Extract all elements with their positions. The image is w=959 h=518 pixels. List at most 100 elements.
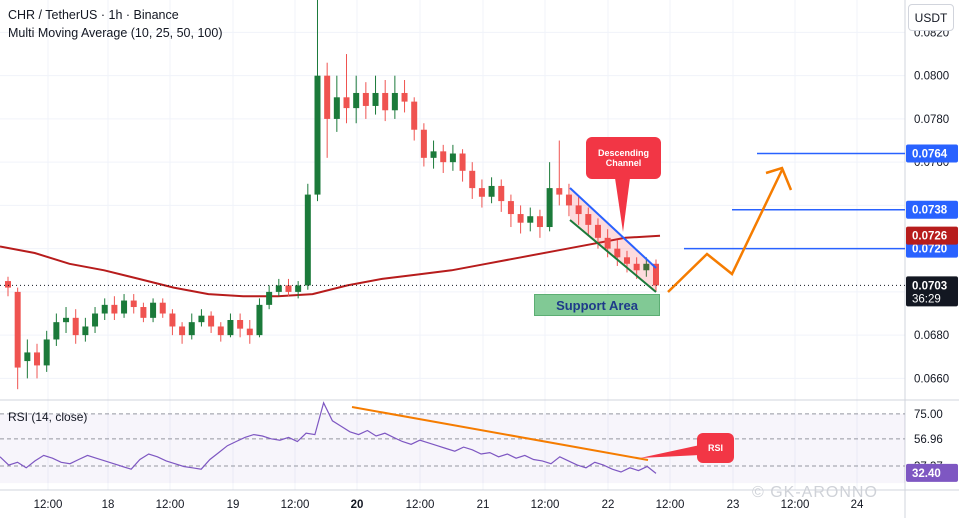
rsi-callout-pointer xyxy=(640,445,700,458)
candles-layer xyxy=(5,0,659,390)
last-price-text: 0.0703 xyxy=(912,280,947,292)
time-tick-label: 12:00 xyxy=(156,499,185,511)
candle-body xyxy=(34,352,41,366)
time-tick-label: 20 xyxy=(351,499,364,511)
candle-body xyxy=(449,153,456,163)
candle-body xyxy=(575,205,582,215)
currency-label: USDT xyxy=(914,10,948,25)
watermark: © GK-ARONNO xyxy=(752,484,878,501)
drawing-layer xyxy=(0,152,905,293)
time-tick-label: 12:00 xyxy=(781,499,810,511)
candle-body xyxy=(285,285,292,292)
symbol-legend[interactable]: CHR / TetherUS · 1h · Binance xyxy=(8,8,179,22)
last-price-badge xyxy=(906,276,958,307)
moving-average-line xyxy=(0,234,661,298)
candle-body xyxy=(459,153,466,171)
candle-body xyxy=(362,92,369,106)
candle-body xyxy=(227,320,234,336)
candle-body xyxy=(633,263,640,271)
candle-body xyxy=(92,313,99,327)
countdown-text: 36:29 xyxy=(912,293,941,305)
time-tick-label: 12:00 xyxy=(406,499,435,511)
candle-body xyxy=(585,214,592,225)
projection-arrowhead xyxy=(765,166,793,191)
level-price-badge xyxy=(906,200,958,219)
candle-body xyxy=(469,170,476,189)
price-tick-label: 0.0680 xyxy=(914,330,949,342)
candle-body xyxy=(179,326,186,336)
candle-body xyxy=(527,216,534,223)
channel-lower-line xyxy=(569,219,657,293)
candle-body xyxy=(614,248,621,258)
candle-body xyxy=(217,326,224,336)
currency-button[interactable]: USDT xyxy=(908,4,954,31)
candle-body xyxy=(498,185,505,202)
candle-body xyxy=(488,185,495,197)
candle-body xyxy=(53,322,60,340)
price-axis: 0.08200.08000.07800.07600.07400.07200.07… xyxy=(906,27,958,482)
candle-body xyxy=(594,224,601,238)
candle-body xyxy=(556,188,563,195)
candle-body xyxy=(188,322,195,336)
candle-body xyxy=(121,300,128,314)
time-tick-label: 18 xyxy=(102,499,115,511)
time-tick-label: 23 xyxy=(727,499,740,511)
time-tick-label: 12:00 xyxy=(531,499,560,511)
candle-body xyxy=(324,75,331,119)
candle-body xyxy=(169,313,176,327)
candle-body xyxy=(237,320,244,329)
rsi-tick-label: 56.96 xyxy=(914,434,943,446)
candle-body xyxy=(24,352,31,362)
ma-price-badge xyxy=(906,226,958,245)
rsi-callout: RSI xyxy=(697,433,734,463)
candle-body xyxy=(643,263,650,271)
ma-price-badge-text: 0.0726 xyxy=(912,231,947,243)
candle-body xyxy=(604,237,611,249)
time-axis: 12:00 18 12:00 19 12:00 20 12:00 21 12:00 22 12:00… xyxy=(34,499,864,511)
candle-body xyxy=(266,291,273,305)
time-tick-label: 12:00 xyxy=(281,499,310,511)
projection-path xyxy=(667,169,784,293)
price-tick-label: 0.0800 xyxy=(914,71,949,83)
rsi-legend[interactable]: RSI (14, close) xyxy=(8,410,88,424)
candle-body xyxy=(295,285,302,292)
candle-body xyxy=(314,75,321,195)
candle-body xyxy=(246,328,253,336)
level-price-badge-text: 0.0738 xyxy=(912,205,948,217)
candle-body xyxy=(440,151,447,163)
rsi-divergence-line xyxy=(351,406,649,461)
candle-body xyxy=(623,257,630,264)
candle-body xyxy=(372,92,379,106)
candle-body xyxy=(159,302,166,314)
candle-body xyxy=(5,281,11,288)
candle-body xyxy=(63,317,70,323)
candle-body xyxy=(517,214,524,223)
rsi-value-badge xyxy=(906,463,958,482)
descending-channel-callout: Descending Channel xyxy=(586,137,661,179)
candle-body xyxy=(565,194,572,206)
candle-body xyxy=(72,317,79,336)
rsi-callout-text: RSI xyxy=(707,443,723,453)
candle-body xyxy=(198,315,205,323)
rsi-line xyxy=(0,401,657,474)
candle-body xyxy=(653,263,659,286)
candle-body xyxy=(430,151,437,158)
candle-body xyxy=(546,188,553,228)
candle-body xyxy=(507,201,514,215)
candle-body xyxy=(382,92,389,111)
rsi-tick-label: 75.00 xyxy=(914,409,943,421)
candle-body xyxy=(275,285,282,292)
candle-body xyxy=(140,307,147,318)
level-price-badge xyxy=(906,144,958,163)
candle-body xyxy=(43,339,50,366)
candle-body xyxy=(343,97,350,109)
price-tick-label: 0.0660 xyxy=(914,373,949,385)
moving-average-layer xyxy=(0,234,661,298)
indicator-legend[interactable]: Multi Moving Average (10, 25, 50, 100) xyxy=(8,26,223,40)
time-tick-label: 21 xyxy=(477,499,490,511)
level-price-badge-text: 0.0720 xyxy=(912,244,947,256)
candle-body xyxy=(208,315,215,327)
time-tick-label: 19 xyxy=(227,499,240,511)
rsi-value-text: 32.40 xyxy=(912,468,941,480)
